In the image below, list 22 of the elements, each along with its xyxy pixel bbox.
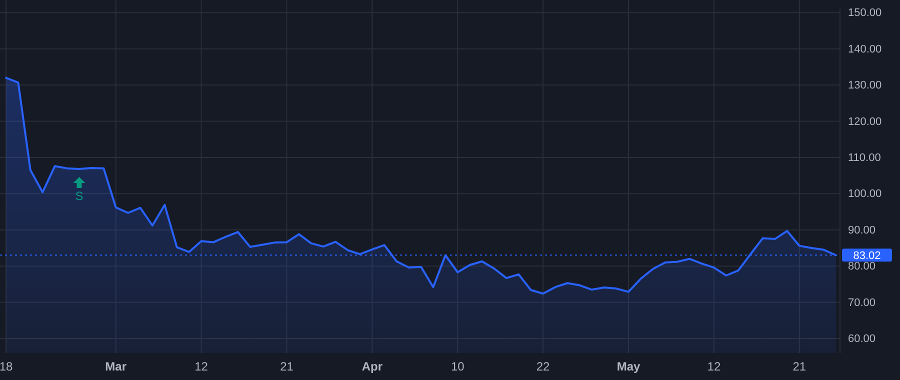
- x-tick-label: 10: [450, 360, 465, 374]
- y-tick-label: 100.00: [848, 188, 882, 200]
- y-tick-label: 70.00: [848, 296, 876, 309]
- x-tick-label: 12: [194, 360, 208, 374]
- annotation: S: [75, 189, 84, 204]
- x-tick-label: 18: [0, 360, 13, 374]
- x-tick-label: 21: [280, 360, 294, 374]
- y-tick-label: 140.00: [848, 43, 882, 56]
- y-tick-label: 90.00: [848, 224, 876, 236]
- y-tick-label: 120.00: [848, 116, 882, 128]
- y-tick-label: 150.00: [848, 7, 882, 20]
- ref-line-label: 83.02: [853, 250, 881, 262]
- x-tick-label: 21: [792, 360, 806, 374]
- y-tick-label: 130.00: [848, 80, 882, 92]
- x-tick-label: May: [616, 360, 640, 374]
- x-tick-label: 12: [707, 360, 721, 374]
- y-tick-label: 60.00: [848, 333, 876, 346]
- y-tick-label: 110.00: [848, 152, 881, 164]
- x-tick-label: Apr: [362, 360, 383, 374]
- x-tick-label: Mar: [105, 360, 127, 374]
- y-tick-label: 80.00: [848, 260, 876, 273]
- x-tick-label: 22: [536, 360, 550, 374]
